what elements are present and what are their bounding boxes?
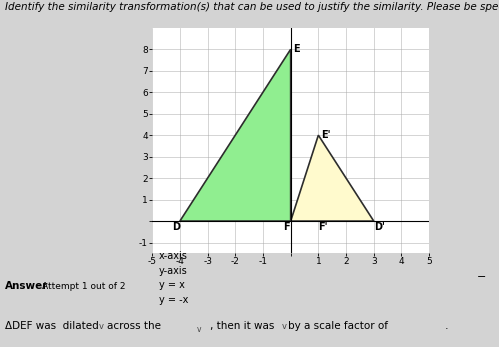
Text: by a scale factor of: by a scale factor of bbox=[288, 321, 388, 331]
Text: E: E bbox=[293, 44, 300, 54]
Polygon shape bbox=[290, 135, 374, 221]
Text: E': E' bbox=[321, 130, 331, 140]
Text: y = x: y = x bbox=[159, 280, 185, 290]
Text: Identify the similarity transformation(s) that can be used to justify the simila: Identify the similarity transformation(s… bbox=[5, 2, 499, 12]
Text: x-axis: x-axis bbox=[159, 251, 188, 261]
Text: v: v bbox=[99, 322, 104, 331]
Text: y-axis: y-axis bbox=[159, 266, 188, 276]
Text: v: v bbox=[282, 322, 287, 331]
Text: D': D' bbox=[374, 222, 385, 232]
Text: across the: across the bbox=[107, 321, 161, 331]
Text: D: D bbox=[172, 222, 180, 232]
Text: F: F bbox=[282, 222, 289, 232]
Text: −: − bbox=[477, 272, 486, 282]
Polygon shape bbox=[180, 49, 290, 221]
Text: .: . bbox=[445, 321, 449, 331]
Text: v: v bbox=[196, 325, 201, 334]
Text: ΔDEF was  dilated: ΔDEF was dilated bbox=[5, 321, 99, 331]
Text: F': F' bbox=[318, 222, 328, 232]
Text: Answer: Answer bbox=[5, 281, 48, 291]
Text: , then it was: , then it was bbox=[210, 321, 274, 331]
Text: y = -x: y = -x bbox=[159, 295, 188, 305]
Text: Attempt 1 out of 2: Attempt 1 out of 2 bbox=[42, 282, 126, 291]
